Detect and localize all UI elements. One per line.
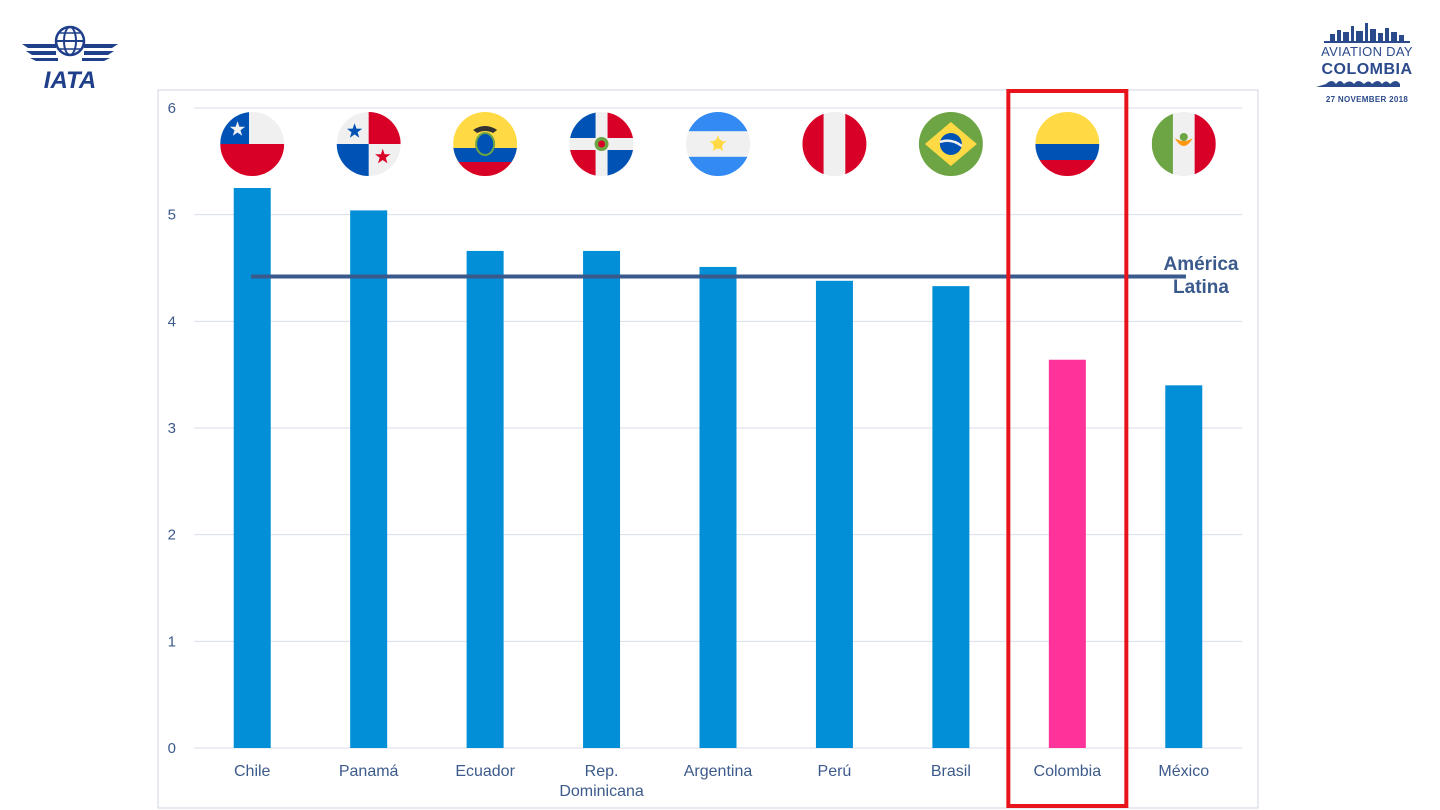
bar-per-: [815, 280, 853, 748]
bar-chile: [233, 188, 271, 748]
x-tick-label: Ecuador: [455, 763, 515, 780]
colombia-logo-text: COLOMBIA: [1321, 61, 1412, 78]
wings-icon: [22, 44, 118, 61]
plot-frame: [157, 89, 1259, 809]
chile-flag-icon: [220, 112, 285, 176]
ecuador-flag-icon: [453, 112, 518, 176]
brazil-flag-icon: [918, 112, 983, 176]
x-tick-label: México: [1158, 763, 1209, 780]
x-tick-label: Rep.: [585, 763, 619, 780]
dominican-republic-flag-icon: [569, 112, 634, 176]
reference-line-label: América: [1164, 254, 1239, 275]
argentina-flag-icon: [686, 112, 750, 176]
iata-logo-text: IATA: [44, 67, 96, 94]
x-tick-label: Dominicana: [559, 783, 644, 800]
y-tick-label: 1: [168, 633, 176, 650]
globe-icon: [54, 25, 86, 57]
bar-argentina: [699, 266, 737, 748]
y-tick-label: 4: [168, 313, 176, 330]
iata-logo: IATA: [22, 25, 118, 94]
aviation-day-text: AVIATION DAY: [1321, 44, 1413, 59]
y-tick-label: 6: [168, 100, 176, 117]
reference-line-label: Latina: [1173, 277, 1229, 298]
peru-flag-icon: [802, 112, 867, 176]
bar-ecuador: [466, 250, 504, 748]
panama-flag-icon: [336, 112, 401, 176]
x-tick-label: Panamá: [339, 763, 399, 780]
foliage-icon: [1316, 81, 1400, 87]
y-tick-label: 5: [168, 207, 176, 224]
bar-brasil: [932, 286, 970, 748]
event-date-text: 27 NOVEMBER 2018: [1326, 95, 1408, 104]
x-tick-label: Chile: [234, 763, 271, 780]
colombia-flag-icon: [1035, 112, 1100, 176]
city-skyline-icon: [1324, 23, 1410, 43]
bar-panam-: [350, 210, 388, 748]
x-tick-label: Argentina: [684, 763, 753, 780]
bar-rep-dominicana: [583, 250, 621, 748]
aviation-day-logo: AVIATION DAY COLOMBIA 27 NOVEMBER 2018: [1316, 23, 1413, 104]
x-tick-label: Colombia: [1034, 763, 1102, 780]
bar-m-xico: [1165, 385, 1203, 748]
y-tick-label: 2: [168, 527, 176, 544]
x-tick-label: Perú: [818, 763, 852, 780]
y-tick-label: 0: [168, 740, 176, 757]
mexico-flag-icon: [1151, 112, 1216, 176]
y-tick-label: 3: [168, 420, 176, 437]
x-tick-label: Brasil: [931, 763, 971, 780]
highlight-box: [1006, 89, 1129, 808]
bar-colombia: [1048, 359, 1086, 748]
